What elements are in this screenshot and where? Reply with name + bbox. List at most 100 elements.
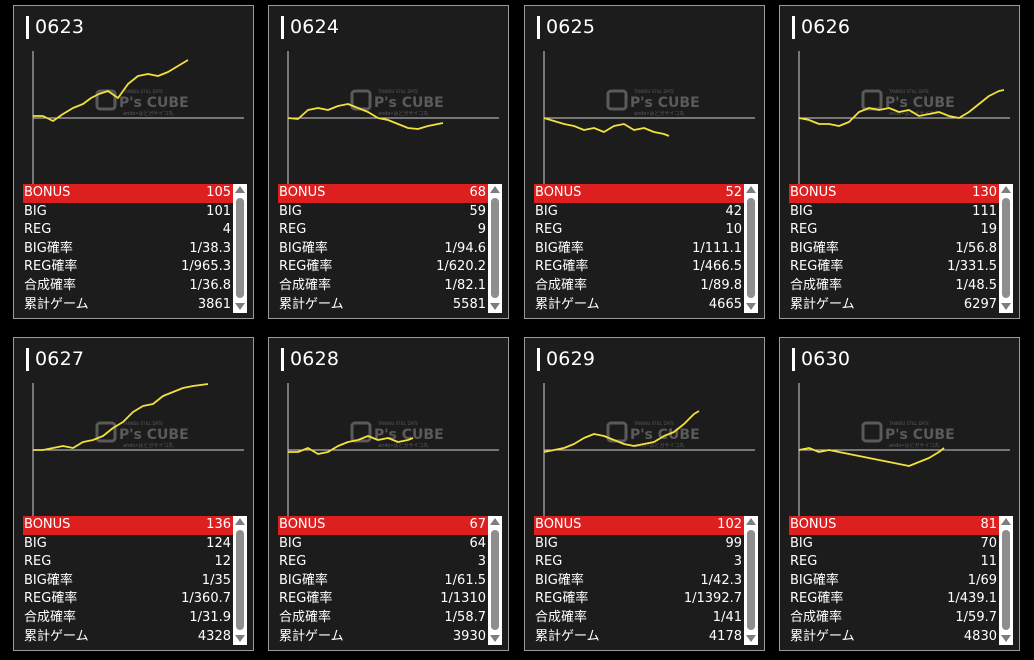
stat-row-reg-rate: REG確率 1/965.3 <box>23 258 233 277</box>
stat-row-big-rate: BIG確率 1/111.1 <box>534 240 744 259</box>
stat-label: BONUS <box>279 185 326 200</box>
slump-graph: P's CUBE TANNSU STILL DATE ando•はどガサイコ丸 <box>279 378 499 516</box>
stat-value: 1/111.1 <box>692 240 742 256</box>
stat-value: 1/439.1 <box>947 591 997 607</box>
scroll-thumb[interactable] <box>1002 198 1010 298</box>
stat-row-reg: REG 3 <box>534 553 744 572</box>
stat-value: 70 <box>980 535 997 551</box>
stat-value: 1/69 <box>967 572 997 588</box>
scroll-down-arrow-icon[interactable] <box>235 303 245 310</box>
scroll-up-arrow-icon[interactable] <box>746 518 756 525</box>
scroll-thumb[interactable] <box>236 198 244 298</box>
scroll-up-arrow-icon[interactable] <box>490 186 500 193</box>
stats-scrollbar[interactable] <box>488 184 502 313</box>
scroll-down-arrow-icon[interactable] <box>235 635 245 642</box>
machine-number: 0626 <box>801 16 851 38</box>
scroll-down-arrow-icon[interactable] <box>746 635 756 642</box>
scroll-down-arrow-icon[interactable] <box>1001 635 1011 642</box>
stat-row-reg: REG 11 <box>789 553 999 572</box>
scroll-thumb[interactable] <box>1002 530 1010 630</box>
stats-scrollbar[interactable] <box>744 184 758 313</box>
scroll-up-arrow-icon[interactable] <box>1001 518 1011 525</box>
stat-row-reg: REG 19 <box>789 221 999 240</box>
scroll-up-arrow-icon[interactable] <box>746 186 756 193</box>
stat-value: 1/42.3 <box>700 572 742 588</box>
scroll-thumb[interactable] <box>491 198 499 298</box>
stat-row-big-rate: BIG確率 1/61.5 <box>278 572 488 591</box>
stats-scrollbar[interactable] <box>233 184 247 313</box>
scroll-down-arrow-icon[interactable] <box>1001 303 1011 310</box>
title-accent-bar <box>537 16 540 39</box>
stat-label: REG確率 <box>535 591 589 607</box>
scroll-up-arrow-icon[interactable] <box>1001 186 1011 193</box>
stat-row-games: 累計ゲーム 5581 <box>278 296 488 315</box>
stat-row-big: BIG 64 <box>278 535 488 554</box>
machine-card: 0628 P's CUBE TANNSU STILL DATE ando•はどガサイコ… <box>268 337 509 651</box>
scroll-thumb[interactable] <box>236 530 244 630</box>
scroll-down-arrow-icon[interactable] <box>490 635 500 642</box>
scroll-up-arrow-icon[interactable] <box>490 518 500 525</box>
title-accent-bar <box>792 16 795 39</box>
stat-value: 4 <box>222 222 231 238</box>
stat-value: 136 <box>206 517 231 532</box>
stat-value: 130 <box>972 185 997 200</box>
stats-table: BONUS 105 BIG 101 REG 4 BIG確率 1/38.3 REG確率 1/965.… <box>23 184 233 313</box>
scroll-down-arrow-icon[interactable] <box>746 303 756 310</box>
stat-value: 52 <box>725 185 742 200</box>
scroll-up-arrow-icon[interactable] <box>235 518 245 525</box>
stat-value: 1/41 <box>712 610 742 625</box>
watermark-top-text: TANNSU STILL DATE <box>122 89 163 94</box>
slump-line <box>33 383 209 451</box>
stat-value: 12 <box>214 554 231 570</box>
stats-scrollbar[interactable] <box>999 184 1013 313</box>
scroll-thumb[interactable] <box>747 198 755 298</box>
stat-row-reg-rate: REG確率 1/439.1 <box>789 590 999 609</box>
scroll-up-arrow-icon[interactable] <box>235 186 245 193</box>
stat-row-big: BIG 111 <box>789 203 999 222</box>
stat-row-total-rate: 合成確率 1/36.8 <box>23 277 233 296</box>
scroll-thumb[interactable] <box>747 530 755 630</box>
stat-value: 3861 <box>197 296 231 312</box>
watermark-top-text: TANNSU STILL DATE <box>633 421 674 426</box>
stat-row-reg: REG 3 <box>278 553 488 572</box>
scroll-thumb[interactable] <box>491 530 499 630</box>
stat-value: 1/1392.7 <box>683 591 742 607</box>
stat-row-reg: REG 9 <box>278 221 488 240</box>
stat-row-bonus: BONUS 67 <box>278 516 488 535</box>
stat-row-games: 累計ゲーム 4665 <box>534 296 744 315</box>
stat-label: REG <box>24 222 52 238</box>
scroll-down-arrow-icon[interactable] <box>490 303 500 310</box>
stat-label: 合成確率 <box>535 610 588 625</box>
stats-scrollbar[interactable] <box>488 516 502 645</box>
stat-row-reg-rate: REG確率 1/1392.7 <box>534 590 744 609</box>
stat-value: 4830 <box>963 628 997 644</box>
watermark-bottom-text: ando•はどガサイコ丸 <box>889 442 939 449</box>
stat-row-games: 累計ゲーム 6297 <box>789 296 999 315</box>
stat-row-reg-rate: REG確率 1/1310 <box>278 590 488 609</box>
stat-row-games: 累計ゲーム 4830 <box>789 628 999 647</box>
stat-row-reg: REG 12 <box>23 553 233 572</box>
stat-value: 59 <box>469 203 486 219</box>
stat-value: 102 <box>717 517 742 532</box>
stats-scrollbar[interactable] <box>744 516 758 645</box>
stat-value: 105 <box>206 185 231 200</box>
stat-label: BIG <box>790 535 813 551</box>
stat-value: 5581 <box>452 296 486 312</box>
watermark-brand: P's CUBE <box>885 95 955 111</box>
title-accent-bar <box>26 16 29 39</box>
stats-scrollbar[interactable] <box>233 516 247 645</box>
stat-label: 累計ゲーム <box>279 296 344 312</box>
stat-value: 1/56.8 <box>955 240 997 256</box>
stat-row-big: BIG 70 <box>789 535 999 554</box>
cube-logo-icon <box>606 89 628 111</box>
stat-label: 累計ゲーム <box>279 628 344 644</box>
stat-label: BONUS <box>790 517 837 532</box>
machine-card: 0626 P's CUBE TANNSU STILL DATE ando•はどガサイコ… <box>779 5 1020 319</box>
stats-scrollbar[interactable] <box>999 516 1013 645</box>
stat-label: BIG確率 <box>790 240 839 256</box>
